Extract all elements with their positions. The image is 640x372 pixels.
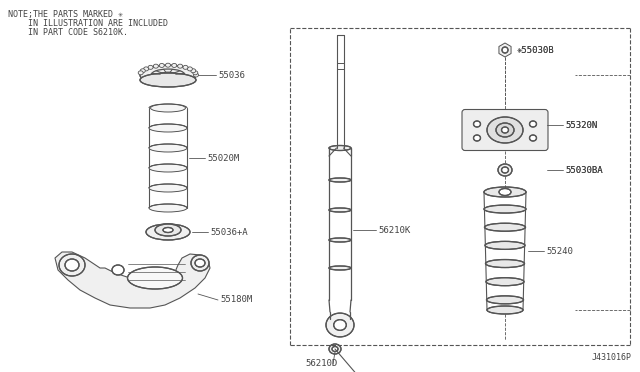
Text: IN PART CODE S6210K.: IN PART CODE S6210K. — [8, 28, 128, 36]
Text: ✳55030B: ✳55030B — [517, 45, 555, 55]
Ellipse shape — [140, 65, 196, 85]
Text: 55036: 55036 — [218, 71, 245, 80]
Ellipse shape — [484, 187, 526, 197]
Ellipse shape — [329, 208, 351, 212]
Ellipse shape — [474, 135, 481, 141]
Ellipse shape — [332, 346, 338, 352]
Ellipse shape — [502, 167, 509, 173]
Ellipse shape — [486, 260, 525, 267]
Ellipse shape — [487, 306, 523, 314]
Ellipse shape — [487, 117, 523, 143]
Text: 55180M: 55180M — [220, 295, 252, 305]
Ellipse shape — [140, 69, 145, 73]
Ellipse shape — [154, 64, 158, 68]
Ellipse shape — [329, 344, 341, 354]
Ellipse shape — [474, 121, 481, 127]
Ellipse shape — [499, 189, 511, 196]
Ellipse shape — [149, 124, 187, 132]
Text: 55036+A: 55036+A — [210, 228, 248, 237]
Ellipse shape — [486, 296, 524, 304]
Ellipse shape — [149, 204, 187, 212]
Ellipse shape — [195, 259, 205, 267]
Text: 55030BA: 55030BA — [565, 166, 603, 174]
Ellipse shape — [166, 63, 170, 67]
Ellipse shape — [138, 71, 143, 75]
Ellipse shape — [140, 73, 196, 87]
Text: NOTE;THE PARTS MARKED ✳: NOTE;THE PARTS MARKED ✳ — [8, 10, 123, 19]
Polygon shape — [499, 43, 511, 57]
Ellipse shape — [496, 123, 514, 137]
Text: 55030BA: 55030BA — [565, 166, 603, 174]
Ellipse shape — [486, 278, 524, 286]
Text: 55320N: 55320N — [565, 121, 597, 129]
Ellipse shape — [333, 320, 346, 330]
Ellipse shape — [329, 178, 351, 182]
Ellipse shape — [484, 223, 525, 231]
Ellipse shape — [159, 64, 164, 67]
Ellipse shape — [484, 205, 526, 213]
Ellipse shape — [502, 47, 508, 53]
Ellipse shape — [329, 238, 351, 242]
Ellipse shape — [150, 104, 186, 112]
Ellipse shape — [193, 71, 198, 75]
Ellipse shape — [146, 224, 190, 240]
Ellipse shape — [65, 259, 79, 271]
Ellipse shape — [143, 67, 148, 71]
Ellipse shape — [529, 121, 536, 127]
FancyBboxPatch shape — [462, 109, 548, 151]
Ellipse shape — [127, 267, 182, 289]
Text: J431016P: J431016P — [592, 353, 632, 362]
Text: 56210K: 56210K — [378, 225, 410, 234]
Ellipse shape — [183, 65, 188, 69]
Ellipse shape — [149, 144, 187, 152]
Ellipse shape — [191, 69, 196, 73]
Ellipse shape — [155, 224, 181, 236]
Ellipse shape — [59, 254, 85, 276]
Ellipse shape — [149, 184, 187, 192]
Text: 56210D: 56210D — [305, 359, 337, 369]
Ellipse shape — [191, 255, 209, 271]
Text: 55320N: 55320N — [565, 121, 597, 129]
Ellipse shape — [329, 145, 351, 151]
Ellipse shape — [502, 127, 509, 133]
Ellipse shape — [112, 265, 124, 275]
Ellipse shape — [529, 135, 536, 141]
Ellipse shape — [172, 64, 177, 67]
Ellipse shape — [329, 266, 351, 270]
Text: IN ILLUSTRATION ARE INCLUDED: IN ILLUSTRATION ARE INCLUDED — [8, 19, 168, 28]
Ellipse shape — [163, 228, 173, 232]
Text: ✳55030B: ✳55030B — [517, 45, 555, 55]
Ellipse shape — [326, 313, 354, 337]
Ellipse shape — [485, 241, 525, 249]
Ellipse shape — [149, 164, 187, 172]
Ellipse shape — [148, 65, 153, 69]
Text: 55020M: 55020M — [207, 154, 239, 163]
Text: 55240: 55240 — [546, 247, 573, 256]
Ellipse shape — [178, 64, 182, 68]
Polygon shape — [55, 252, 210, 308]
Ellipse shape — [498, 164, 512, 176]
Ellipse shape — [188, 67, 193, 71]
Ellipse shape — [193, 73, 198, 77]
